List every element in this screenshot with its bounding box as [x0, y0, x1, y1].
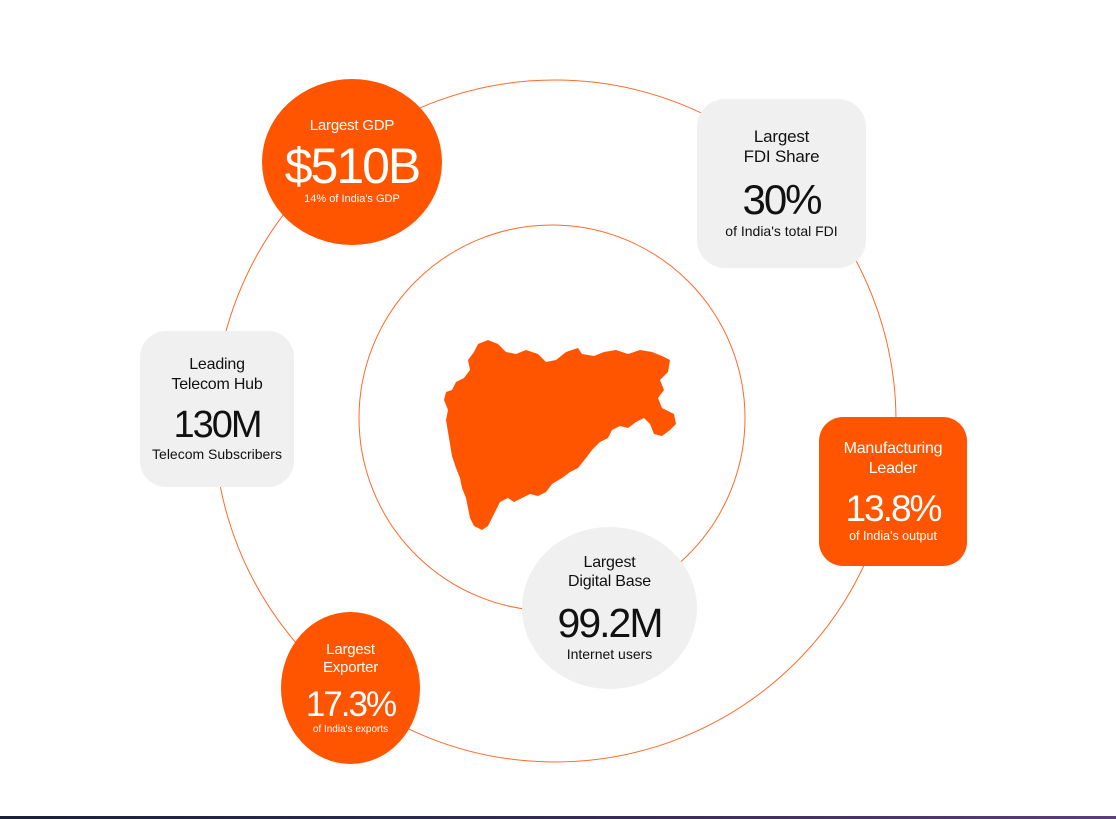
telecom-value: 130M [173, 403, 262, 446]
gdp-subtext: 14% of India's GDP [304, 193, 400, 206]
bottom-gradient-bar [0, 816, 1116, 819]
fdi-stat-card: Largest FDI Share 30% of India's total F… [697, 99, 866, 268]
telecom-label-line2: Telecom Hub [171, 375, 263, 393]
digital-label-line2: Digital Base [568, 573, 651, 591]
exporter-stat-card: Largest Exporter 17.3% of India's export… [281, 612, 420, 764]
gdp-value: $510B [284, 138, 422, 195]
exporter-value: 17.3% [305, 684, 397, 724]
fdi-label-line1: Largest [753, 126, 810, 146]
telecom-stat-card: Leading Telecom Hub 130M Telecom Subscri… [140, 331, 294, 487]
fdi-subtext: of India's total FDI [725, 223, 838, 240]
exporter-subtext: of India's exports [312, 723, 389, 735]
digital-stat-card: Largest Digital Base 99.2M Internet user… [522, 527, 697, 689]
digital-value: 99.2M [557, 600, 664, 647]
gdp-label: Largest GDP [309, 117, 395, 135]
digital-label-line1: Largest [583, 553, 636, 571]
manufacturing-value: 13.8% [845, 487, 943, 529]
manufacturing-subtext: of India's output [849, 528, 937, 543]
gdp-stat-card: Largest GDP $510B 14% of India's GDP [262, 79, 442, 245]
maharashtra-map-icon [444, 340, 676, 530]
manufacturing-label-line2: Leader [868, 459, 918, 477]
telecom-subtext: Telecom Subscribers [152, 445, 282, 462]
exporter-label-line1: Largest [326, 640, 375, 658]
fdi-value: 30% [742, 176, 822, 224]
exporter-label-line2: Exporter [322, 658, 379, 676]
fdi-label-line2: FDI Share [743, 147, 820, 167]
digital-subtext: Internet users [566, 646, 653, 663]
telecom-label-line1: Leading [189, 356, 245, 374]
manufacturing-label-line1: Manufacturing [843, 440, 943, 458]
manufacturing-stat-card: Manufacturing Leader 13.8% of India's ou… [819, 417, 967, 566]
